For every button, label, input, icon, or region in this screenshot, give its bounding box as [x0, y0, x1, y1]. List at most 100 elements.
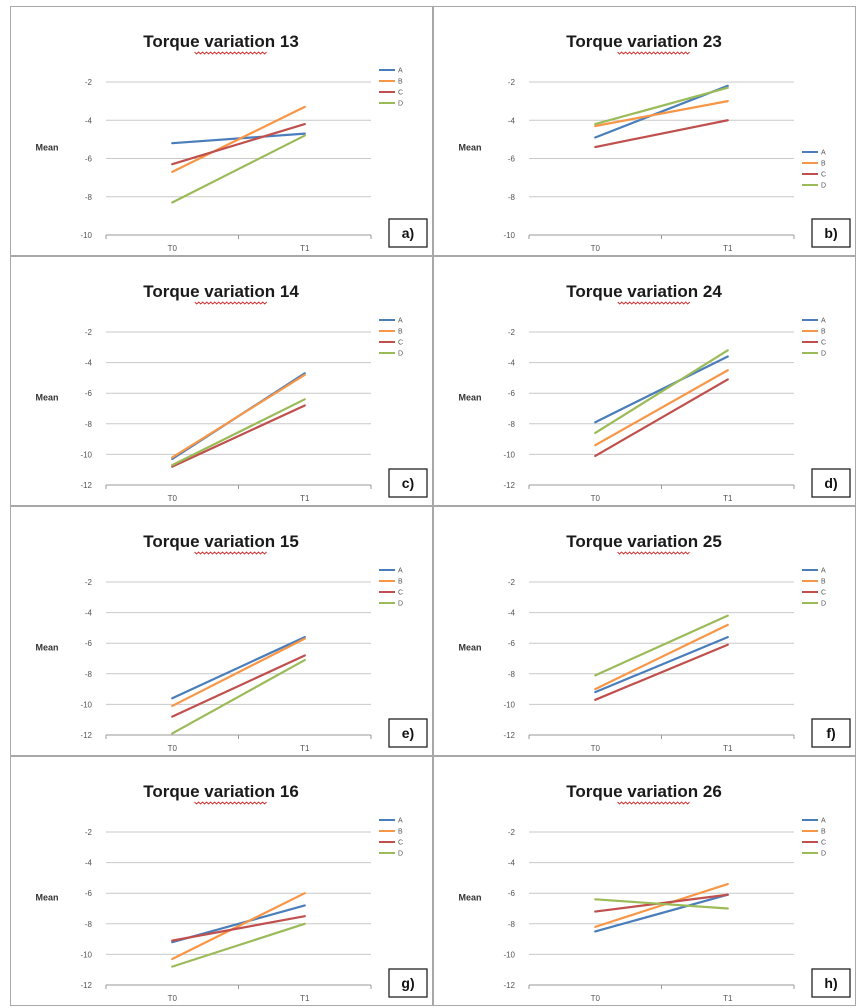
y-tick-label: -4	[85, 609, 93, 618]
legend-label: B	[821, 329, 826, 336]
legend-label: A	[398, 568, 403, 575]
y-tick-label: -2	[85, 828, 93, 837]
y-axis-label: Mean	[458, 143, 481, 153]
legend-label: B	[821, 579, 826, 586]
y-axis-label: Mean	[35, 393, 58, 403]
panel-tag-box	[811, 968, 851, 998]
y-tick-label: -8	[508, 420, 516, 429]
y-tick-label: -10	[503, 950, 515, 959]
chart-panel: Torque variation 13 -2 -4 -6 -8 -10 T0 T1 Mean A B…	[10, 6, 433, 256]
chart-grid: Torque variation 13 -2 -4 -6 -8 -10 T0 T1 Mean A B…	[10, 6, 856, 1008]
series-line-b	[594, 100, 729, 128]
spellcheck-underline	[194, 551, 267, 555]
chart-svg: Torque variation 26 -2 -4 -6 -8 -10 -12 T0 T1 Mea…	[458, 782, 851, 1003]
x-tick-label: T1	[723, 494, 733, 503]
spellcheck-underline	[194, 301, 268, 305]
legend-label: C	[821, 840, 826, 847]
series-line-c	[594, 119, 729, 149]
y-tick-label: -2	[508, 578, 516, 587]
legend-label: D	[398, 851, 403, 858]
series-line-a	[594, 635, 729, 694]
spellcheck-underline	[617, 301, 691, 305]
y-tick-label: -6	[508, 889, 516, 898]
legend-label: B	[398, 79, 403, 86]
panel-tag: f)	[826, 725, 835, 741]
y-tick-label: -4	[85, 116, 93, 125]
chart-title: Torque variation 15	[143, 532, 299, 551]
legend-label: A	[398, 318, 403, 325]
y-tick-label: -6	[508, 155, 516, 164]
chart-title: Torque variation 23	[566, 32, 722, 51]
chart-svg: Torque variation 25 -2 -4 -6 -8 -10 -12 T0 T1 Mea…	[458, 532, 851, 753]
chart-panel: Torque variation 16 -2 -4 -6 -8 -10 -12 T0 T1 Mea…	[10, 756, 433, 1006]
y-tick-label: -8	[85, 420, 93, 429]
chart-svg: Torque variation 23 -2 -4 -6 -8 -10 T0 T1 Mean AB…	[458, 32, 851, 253]
panel-tag-box	[811, 468, 851, 498]
y-tick-label: -10	[503, 700, 515, 709]
y-tick-label: -12	[80, 731, 92, 740]
panel-tag-box	[811, 218, 851, 248]
legend-label: C	[398, 840, 403, 847]
x-tick-label: T0	[168, 494, 178, 503]
legend-label: A	[821, 568, 826, 575]
legend-label: D	[398, 101, 403, 108]
series-line-d	[171, 134, 306, 204]
y-tick-label: -12	[503, 981, 515, 990]
legend-label: D	[821, 851, 826, 858]
y-tick-label: -10	[80, 700, 92, 709]
spellcheck-underline	[194, 51, 267, 55]
y-axis-label: Mean	[35, 143, 58, 153]
x-tick-label: T1	[723, 744, 733, 753]
x-tick-label: T0	[591, 994, 601, 1003]
y-tick-label: -6	[508, 389, 516, 398]
legend-label: C	[398, 590, 403, 597]
chart-title: Torque variation 13	[143, 32, 299, 51]
y-axis-label: Mean	[35, 893, 58, 903]
panel-tag: g)	[401, 975, 414, 991]
legend-label: A	[398, 68, 403, 75]
panel-tag-box	[388, 218, 428, 248]
chart-panel: Torque variation 15 -2 -4 -6 -8 -10 -12 T0 T1 Mea…	[10, 506, 433, 756]
y-tick-label: -8	[85, 670, 93, 679]
y-axis-label: Mean	[458, 893, 481, 903]
series-line-c	[594, 378, 729, 458]
series-line-c	[594, 643, 729, 701]
y-axis-label: Mean	[35, 643, 58, 653]
series-line-d	[594, 898, 729, 910]
chart-svg: Torque variation 13 -2 -4 -6 -8 -10 T0 T1 Mean AB…	[35, 32, 428, 253]
chart-title: Torque variation 16	[143, 782, 299, 801]
chart-panel: Torque variation 14 -2 -4 -6 -8 -10 -12 T0 T1 Mea…	[10, 256, 433, 506]
panel-tag-box	[811, 718, 851, 748]
chart-svg: Torque variation 15 -2 -4 -6 -8 -10 -12 T0 T1 Mea…	[35, 532, 428, 753]
x-tick-label: T0	[591, 244, 601, 253]
y-tick-label: -12	[503, 481, 515, 490]
y-tick-label: -6	[85, 639, 93, 648]
series-line-a	[594, 355, 729, 424]
y-tick-label: -2	[508, 78, 516, 87]
y-axis-label: Mean	[458, 643, 481, 653]
y-tick-label: -4	[508, 859, 516, 868]
legend-label: C	[398, 90, 403, 97]
x-tick-label: T1	[300, 494, 310, 503]
y-tick-label: -10	[503, 450, 515, 459]
y-tick-label: -6	[85, 389, 93, 398]
y-tick-label: -4	[508, 116, 516, 125]
panel-tag: b)	[824, 225, 837, 241]
chart-title: Torque variation 26	[566, 782, 722, 801]
y-tick-label: -6	[508, 639, 516, 648]
chart-panel: Torque variation 24 -2 -4 -6 -8 -10 -12 T0 T1 Mea…	[433, 256, 856, 506]
legend-label: C	[821, 590, 826, 597]
series-line-d	[171, 922, 306, 968]
x-tick-label: T1	[300, 244, 310, 253]
x-tick-label: T1	[723, 244, 733, 253]
legend-label: B	[398, 829, 403, 836]
y-tick-label: -12	[80, 481, 92, 490]
chart-svg: Torque variation 14 -2 -4 -6 -8 -10 -12 T0 T1 Mea…	[35, 282, 428, 503]
y-tick-label: -4	[85, 859, 93, 868]
chart-panel: Torque variation 26 -2 -4 -6 -8 -10 -12 T0 T1 Mea…	[433, 756, 856, 1006]
series-line-a	[171, 635, 306, 700]
series-line-b	[171, 105, 306, 173]
legend-label: A	[821, 318, 826, 325]
legend-label: C	[821, 340, 826, 347]
y-tick-label: -10	[503, 231, 515, 240]
